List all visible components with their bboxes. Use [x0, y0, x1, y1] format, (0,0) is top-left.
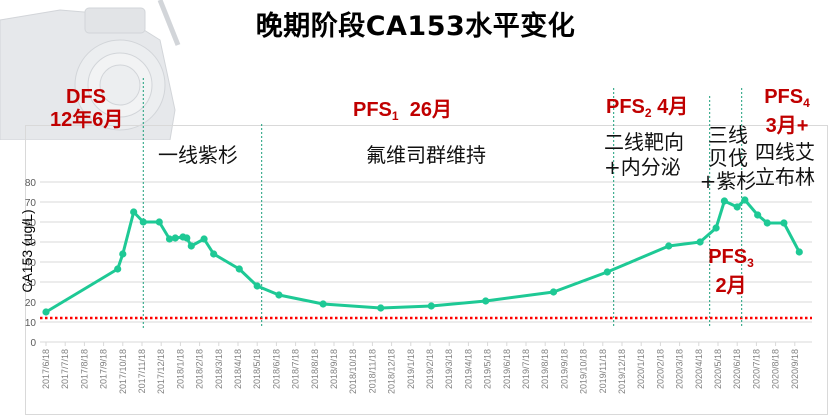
- y-tick-label: 80: [25, 178, 37, 189]
- x-tick-label: 2020/7/18: [751, 349, 761, 389]
- dfs-annotation: DFS 12年6月: [50, 86, 124, 132]
- y-tick-label: 20: [25, 298, 37, 309]
- pfs3-annotation: PFS3 2月: [708, 246, 754, 297]
- x-tick-label: 2020/4/18: [694, 349, 704, 389]
- y-tick-label: 70: [25, 198, 37, 209]
- x-tick-label: 2017/7/18: [60, 349, 70, 389]
- x-tick-label: 2018/5/18: [252, 349, 262, 389]
- data-point: [733, 203, 741, 211]
- data-point: [155, 218, 163, 226]
- y-tick-label: 60: [25, 218, 37, 229]
- data-point: [377, 304, 385, 312]
- x-tick-label: 2019/3/18: [444, 349, 454, 389]
- x-tick-label: 2018/10/18: [348, 349, 358, 394]
- camera-watermark-icon: [0, 0, 181, 140]
- line2-treatment-label: 二线靶向 +内分泌: [604, 130, 684, 179]
- pfs2-annotation: PFS2 4月: [606, 96, 689, 120]
- data-point: [165, 235, 174, 243]
- x-tick-label: 2018/3/18: [214, 349, 224, 389]
- data-point: [183, 234, 191, 242]
- data-point: [210, 250, 218, 258]
- data-point: [171, 234, 179, 242]
- data-point: [482, 297, 490, 305]
- data-point: [754, 211, 762, 219]
- x-tick-label: 2020/6/18: [732, 349, 742, 389]
- x-tick-label: 2019/1/18: [406, 349, 416, 389]
- x-tick-label: 2019/2/18: [425, 349, 435, 389]
- data-point: [42, 308, 50, 316]
- line3-treatment-label: 三线 贝伐 +紫杉: [699, 123, 757, 193]
- x-tick-label: 2020/5/18: [713, 349, 723, 389]
- x-tick-label: 2018/1/18: [175, 349, 185, 389]
- data-point: [696, 238, 704, 246]
- page-title: 晚期阶段CA153水平变化: [255, 11, 576, 42]
- data-point: [795, 248, 803, 256]
- data-point: [780, 219, 788, 227]
- x-tick-label: 2018/12/18: [387, 349, 397, 394]
- data-point: [603, 268, 611, 276]
- x-tick-label: 2018/2/18: [195, 349, 205, 389]
- x-tick-label: 2017/10/18: [118, 349, 128, 394]
- x-tick-label: 2018/9/18: [329, 349, 339, 389]
- data-point: [720, 197, 729, 205]
- x-tick-label: 2020/1/18: [636, 349, 646, 389]
- dfs-duration: 12年6月: [50, 109, 124, 131]
- data-point: [187, 242, 195, 250]
- dfs-label: DFS: [66, 86, 106, 108]
- data-point: [119, 250, 127, 258]
- x-tick-label: 2020/2/18: [655, 349, 665, 389]
- y-tick-label: 50: [25, 238, 37, 249]
- x-tick-label: 2018/8/18: [310, 349, 320, 389]
- line4-treatment-label: 四线艾 立布林: [755, 140, 815, 189]
- x-tick-label: 2017/8/18: [79, 349, 89, 389]
- data-point: [549, 288, 558, 296]
- maintenance-treatment-label: 氟维司群维持: [366, 143, 486, 167]
- data-point: [319, 300, 327, 308]
- x-tick-label: 2018/6/18: [271, 349, 281, 389]
- x-tick-label: 2019/11/18: [598, 349, 608, 393]
- x-tick-label: 2020/8/18: [771, 349, 781, 389]
- data-point: [200, 235, 208, 243]
- x-tick-label: 2017/6/18: [41, 349, 51, 389]
- x-tick-label: 2018/11/18: [367, 349, 377, 393]
- data-point: [741, 196, 749, 204]
- x-tick-label: 2019/7/18: [521, 349, 531, 389]
- y-tick-label: 0: [30, 338, 36, 349]
- x-tick-label: 2019/9/18: [559, 349, 569, 389]
- y-tick-label: 10: [25, 318, 37, 329]
- x-tick-label: 2020/3/18: [675, 349, 685, 389]
- data-point: [763, 219, 771, 227]
- data-point: [139, 218, 147, 226]
- data-point: [114, 265, 122, 273]
- data-point: [130, 208, 138, 216]
- data-point: [712, 224, 720, 232]
- pfs1-annotation: PFS1 26月: [353, 99, 452, 123]
- x-tick-label: 2019/4/18: [463, 349, 473, 389]
- series-line: [45, 198, 801, 314]
- x-tick-label: 2019/12/18: [617, 349, 627, 394]
- data-point: [275, 291, 283, 299]
- x-tick-label: 2020/9/18: [790, 349, 800, 389]
- data-point: [427, 302, 435, 310]
- x-tick-label: 2019/8/18: [540, 349, 550, 389]
- line1-treatment-label: 一线紫杉: [158, 143, 238, 167]
- x-tick-label: 2019/10/18: [579, 349, 589, 394]
- y-axis-label: CA153 (ug/L): [19, 209, 35, 293]
- x-tick-label: 2019/6/18: [502, 349, 512, 389]
- x-tick-label: 2017/12/18: [156, 349, 166, 394]
- data-point: [253, 282, 261, 290]
- x-tick-label: 2017/11/18: [137, 349, 147, 393]
- pfs4-annotation: PFS4 3月+: [764, 86, 810, 137]
- x-tick-label: 2018/7/18: [291, 349, 301, 389]
- y-tick-label: 30: [25, 278, 37, 289]
- y-tick-label: 40: [25, 258, 37, 269]
- x-tick-label: 2019/5/18: [483, 349, 493, 389]
- x-tick-label: 2018/4/18: [233, 349, 243, 389]
- chart-frame: [25, 125, 828, 415]
- data-point: [665, 242, 673, 250]
- x-tick-label: 2017/9/18: [99, 349, 109, 389]
- data-point: [235, 265, 243, 273]
